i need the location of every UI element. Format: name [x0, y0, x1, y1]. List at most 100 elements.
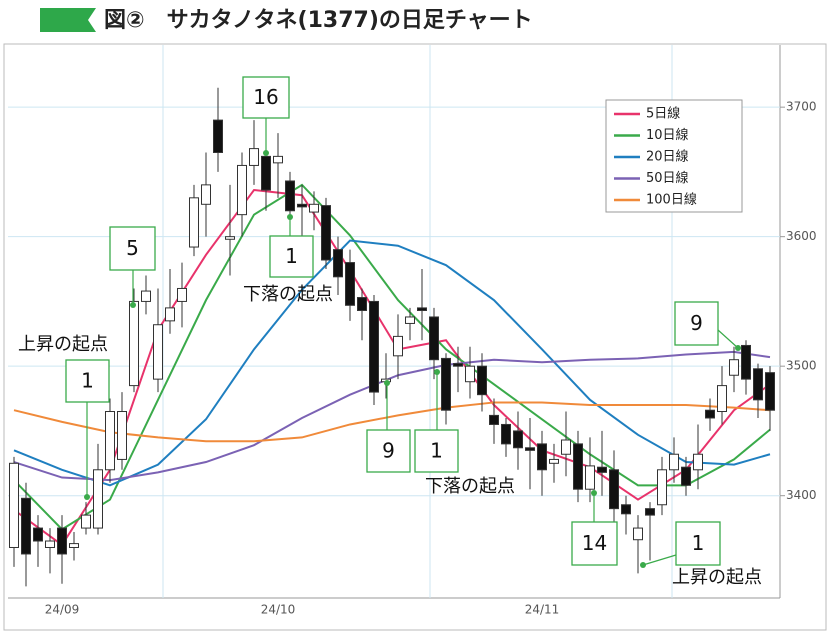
candle-body: [585, 465, 595, 490]
candle-body: [429, 316, 439, 361]
candle-body: [657, 469, 667, 506]
annotation-text: 下落の起点: [425, 476, 515, 497]
candle-body: [645, 508, 655, 516]
annotation-box: [414, 429, 459, 473]
annotation-dot: [640, 562, 646, 568]
annotation-dot: [591, 490, 597, 496]
annotation-pointer: [717, 329, 739, 349]
title-flag: [40, 8, 96, 32]
candle-body: [357, 297, 367, 311]
candle-body: [297, 203, 307, 208]
x-tick-label: 24/11: [525, 603, 560, 617]
candle-body: [489, 414, 499, 425]
annotation-box: [571, 521, 618, 566]
candle-body: [225, 236, 235, 240]
legend-label: 20日線: [646, 149, 689, 165]
candle-body: [765, 372, 775, 411]
candle-body: [237, 164, 247, 216]
candle-body: [453, 363, 463, 367]
y-tick-label: 3600: [786, 229, 817, 243]
legend-label: 5日線: [646, 106, 680, 122]
candle-body: [729, 359, 739, 376]
annotation-box: [242, 76, 290, 119]
annotation-box: [674, 301, 719, 346]
annotation-label: 16: [253, 85, 278, 109]
annotation-box: [65, 359, 110, 403]
annotation-box: [109, 226, 156, 271]
candle-body: [261, 155, 271, 191]
candle-body: [165, 307, 175, 322]
candle-body: [501, 423, 511, 445]
candle-body: [537, 443, 547, 471]
candle-body: [81, 514, 91, 529]
annotation-dot: [263, 150, 269, 156]
annotation-dot: [434, 369, 440, 375]
candle-body: [513, 430, 523, 449]
candle-body: [477, 365, 487, 396]
candle-body: [21, 497, 31, 555]
x-tick-label: 24/10: [261, 603, 296, 617]
y-tick-label: 3400: [786, 488, 817, 502]
candle-body: [177, 287, 187, 302]
candle-body: [753, 368, 763, 401]
candle-body: [201, 184, 211, 205]
candle-body: [741, 344, 751, 380]
candle-body: [633, 527, 643, 541]
annotation-label: 1: [285, 244, 298, 268]
candle-body: [273, 155, 283, 164]
x-tick-label: 24/09: [45, 603, 80, 617]
annotation-text: 上昇の起点: [672, 567, 762, 588]
candle-body: [249, 148, 259, 166]
ma-line: [13, 401, 771, 443]
candle-body: [141, 290, 151, 302]
candle-body: [573, 443, 583, 490]
annotation-label: 9: [382, 439, 395, 463]
y-tick-label: 3700: [786, 100, 817, 114]
annotation-dot: [384, 380, 390, 386]
legend-label: 10日線: [646, 127, 689, 143]
candle-body: [105, 411, 115, 471]
annotation-label: 14: [582, 531, 607, 555]
annotation-box: [366, 429, 411, 473]
candle-body: [369, 300, 379, 393]
candle-body: [549, 458, 559, 464]
candle-body: [393, 335, 403, 357]
legend-label: 50日線: [646, 170, 689, 186]
annotation-dot: [130, 302, 136, 308]
candle-body: [33, 527, 43, 542]
ma-line: [13, 239, 771, 487]
legend-label: 100日線: [646, 192, 697, 208]
candle-body: [45, 540, 55, 548]
y-tick-label: 3500: [786, 359, 817, 373]
candle-body: [69, 543, 79, 548]
candle-body: [333, 249, 343, 278]
annotation-text: 下落の起点: [243, 284, 333, 305]
candle-body: [465, 365, 475, 383]
candle-body: [441, 357, 451, 411]
candle-body: [9, 462, 19, 548]
candle-body: [693, 453, 703, 471]
candle-body: [609, 469, 619, 510]
ma-line: [13, 183, 771, 531]
candle-body: [189, 197, 199, 248]
annotation-dot: [735, 345, 741, 351]
candle-body: [309, 203, 319, 213]
candle-body: [525, 447, 535, 451]
annotation-pointer: [642, 554, 677, 566]
candle-body: [213, 119, 223, 153]
annotation-dot: [84, 494, 90, 500]
candle-body: [717, 385, 727, 413]
candle-body: [669, 453, 679, 471]
candle-body: [93, 469, 103, 529]
annotation-box: [269, 235, 314, 278]
annotation-label: 1: [692, 531, 705, 555]
candle-body: [681, 466, 691, 486]
candle-body: [417, 307, 427, 311]
candle-body: [285, 180, 295, 212]
candle-body: [345, 262, 355, 306]
annotation-label: 5: [126, 236, 139, 260]
candle-body: [153, 324, 163, 380]
chart-title: 図② サカタノタネ(1377)の日足チャート: [104, 8, 533, 33]
annotation-label: 1: [81, 369, 94, 393]
